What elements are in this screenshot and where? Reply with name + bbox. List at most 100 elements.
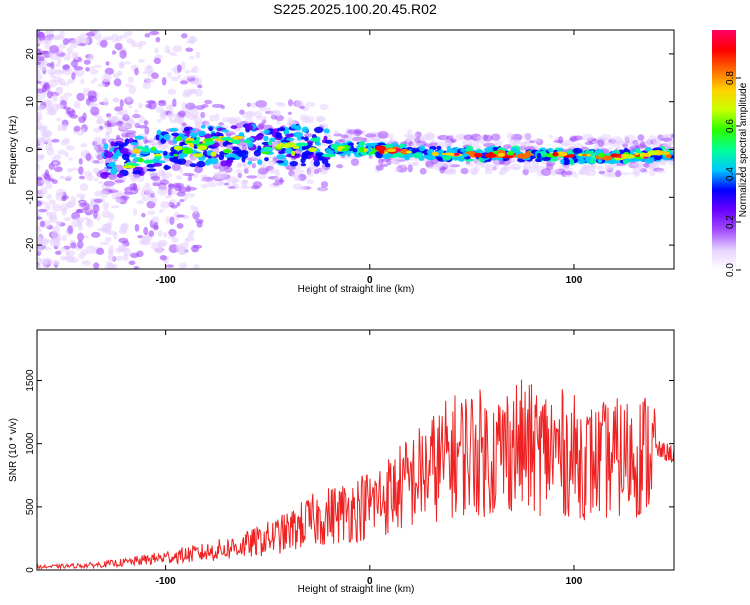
spectrogram-ridge-blob — [146, 168, 157, 172]
spectrogram-ridge-blob — [218, 153, 225, 161]
spectrogram-noise-blob — [90, 106, 100, 116]
spectrogram-ridge-blob — [196, 160, 206, 168]
spectrogram-noise-blob — [90, 80, 96, 84]
spectrogram-peak-blob — [291, 150, 296, 157]
spectrogram-noise-blob — [99, 241, 110, 246]
colorbar-tick-label: 0.6 — [725, 119, 736, 133]
spectrogram-halo-blob — [132, 113, 141, 119]
spectrogram-halo-blob — [440, 161, 453, 168]
spectrogram-noise-blob — [159, 255, 167, 261]
spectrogram-noise-blob — [37, 142, 41, 147]
spectrogram-peak-blob — [431, 151, 439, 156]
spectrogram-noise-blob — [37, 200, 43, 207]
spectrogram-peak-blob — [141, 148, 151, 152]
spectrogram-noise-blob — [89, 68, 99, 75]
spectrogram-noise-blob — [136, 250, 144, 258]
spectrogram-noise-blob — [53, 241, 61, 247]
spectrogram-ridge-blob — [189, 132, 199, 137]
chart-title: S225.2025.100.20.45.R02 — [273, 1, 437, 17]
spectrogram-noise-blob — [119, 99, 124, 108]
spectrogram-peak-blob — [154, 155, 162, 160]
spectrogram-halo-blob — [124, 132, 136, 138]
spectrogram-noise-blob — [37, 236, 42, 245]
spectrogram-halo-blob — [292, 183, 303, 190]
spectrogram-noise-blob — [133, 266, 139, 269]
spectrogram-halo-blob — [532, 161, 540, 168]
spectrogram-halo-blob — [616, 145, 621, 151]
spectrogram-noise-blob — [114, 42, 123, 51]
spectrogram-noise-blob — [76, 208, 83, 213]
spectrogram-noise-blob — [152, 181, 160, 187]
spectrogram-ridge-blob — [460, 148, 466, 153]
spectrogram-halo-blob — [511, 166, 521, 170]
spectrogram-halo-blob — [117, 121, 123, 125]
spectrogram-ridge-blob — [535, 158, 542, 163]
spectrogram-ridge-blob — [352, 148, 358, 153]
spectrogram-noise-blob — [37, 264, 42, 269]
spectrogram-peak-blob — [623, 154, 636, 159]
spectrogram-ridge-blob — [263, 129, 271, 135]
spectrogram-halo-blob — [204, 99, 213, 105]
spectrogram-noise-blob — [169, 216, 175, 225]
spectrogram-noise-blob — [82, 112, 87, 121]
spectrogram-halo-blob — [560, 142, 570, 147]
spectrogram-noise-blob — [58, 43, 67, 49]
spectrogram-noise-blob — [176, 223, 184, 229]
spectrogram-halo-blob — [623, 134, 636, 142]
spectrogram-noise-blob — [89, 103, 99, 107]
spectrogram-halo-blob — [663, 134, 673, 138]
spectrogram-ridge-blob — [110, 141, 115, 147]
spectrogram-peak-blob — [453, 152, 460, 156]
spectrogram-noise-blob — [45, 211, 53, 217]
spectrogram-noise-blob — [141, 193, 151, 202]
spectrogram-noise-blob — [60, 139, 70, 146]
spectrogram-halo-blob — [223, 166, 233, 173]
spectrogram-noise-blob — [52, 203, 61, 212]
spectrogram-ridge-blob — [346, 150, 351, 157]
spectrogram-peak-blob — [610, 153, 620, 158]
snr-x-tick-label: 0 — [367, 576, 373, 587]
spectrogram-halo-blob — [115, 179, 125, 184]
spectrogram-noise-blob — [54, 250, 62, 256]
spectrogram-noise-blob — [191, 244, 199, 253]
spectrogram-noise-blob — [61, 197, 67, 202]
spectrogram-ridge-blob — [398, 143, 405, 150]
spectrogram-ridge-blob — [474, 149, 484, 154]
spectrogram-y-tick-label: -20 — [25, 237, 36, 252]
spectrogram-ridge-blob — [427, 148, 435, 154]
spectrogram-noise-blob — [138, 124, 148, 129]
spectrogram-halo-blob — [219, 165, 225, 173]
spectrogram-noise-blob — [96, 227, 106, 232]
spectrogram-halo-blob — [315, 115, 326, 123]
spectrogram-halo-blob — [115, 195, 121, 204]
spectrogram-noise-blob — [82, 235, 89, 239]
spectrogram-halo-blob — [115, 134, 121, 140]
spectrogram-noise-blob — [144, 33, 151, 38]
spectrogram-noise-blob — [151, 216, 160, 225]
spectrogram-noise-blob — [90, 231, 101, 238]
spectrogram-noise-blob — [144, 156, 149, 161]
spectrogram-noise-blob — [60, 246, 66, 253]
spectrogram-noise-blob — [63, 53, 72, 61]
spectrogram-noise-blob — [46, 62, 53, 67]
spectrogram-halo-blob — [596, 165, 604, 171]
spectrogram-peak-blob — [122, 165, 136, 169]
spectrogram-noise-blob — [66, 46, 74, 53]
spectrogram-peak-blob — [210, 151, 217, 157]
spectrogram-ridge-blob — [296, 153, 301, 158]
spectrogram-ridge-blob — [197, 130, 206, 137]
spectrogram-halo-blob — [320, 181, 329, 188]
spectrogram-halo-blob — [392, 161, 401, 166]
spectrogram-noise-blob — [37, 91, 46, 101]
spectrogram-ridge-blob — [276, 160, 284, 164]
spectrogram-ridge-blob — [120, 147, 129, 155]
spectrogram-noise-blob — [43, 246, 52, 251]
spectrogram-noise-blob — [76, 216, 85, 224]
spectrogram-noise-blob — [93, 177, 99, 182]
spectrogram-peak-blob — [150, 150, 165, 154]
spectrogram-noise-blob — [112, 263, 118, 269]
spectrogram-peak-blob — [359, 147, 365, 153]
spectrogram-noise-blob — [144, 182, 151, 187]
spectrogram-halo-blob — [346, 129, 359, 135]
spectrogram-noise-blob — [73, 125, 81, 132]
